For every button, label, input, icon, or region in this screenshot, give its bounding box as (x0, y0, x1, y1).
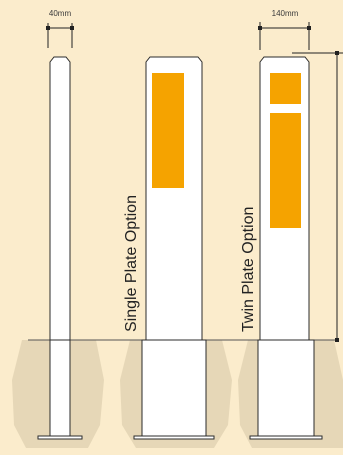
single-post-base-plate (133, 435, 215, 440)
narrow-post-below-ground (49, 339, 71, 438)
twin-reflective-plate-top (270, 73, 301, 104)
wide-width-label: 140mm (272, 9, 299, 18)
narrow-width-label: 40mm (49, 9, 72, 18)
twin-post-base-plate (249, 435, 323, 440)
single-post-below-ground (141, 339, 207, 438)
single-reflective-plate (152, 73, 184, 188)
single-plate-post (133, 56, 215, 440)
twin-post-below-ground (257, 339, 315, 438)
narrow-post-base-plate (37, 435, 83, 440)
twin-reflective-plate-bottom (270, 113, 301, 228)
twin-plate-label: Twin Plate Option (240, 207, 257, 332)
narrow-width-dimension: 40mm (46, 9, 74, 48)
height-dimension (292, 51, 343, 342)
narrow-post-above-ground (49, 56, 71, 341)
wide-width-dimension: 140mm (258, 9, 311, 50)
narrow-post (37, 56, 83, 440)
twin-plate-post (249, 56, 323, 440)
single-plate-label: Single Plate Option (123, 195, 140, 332)
